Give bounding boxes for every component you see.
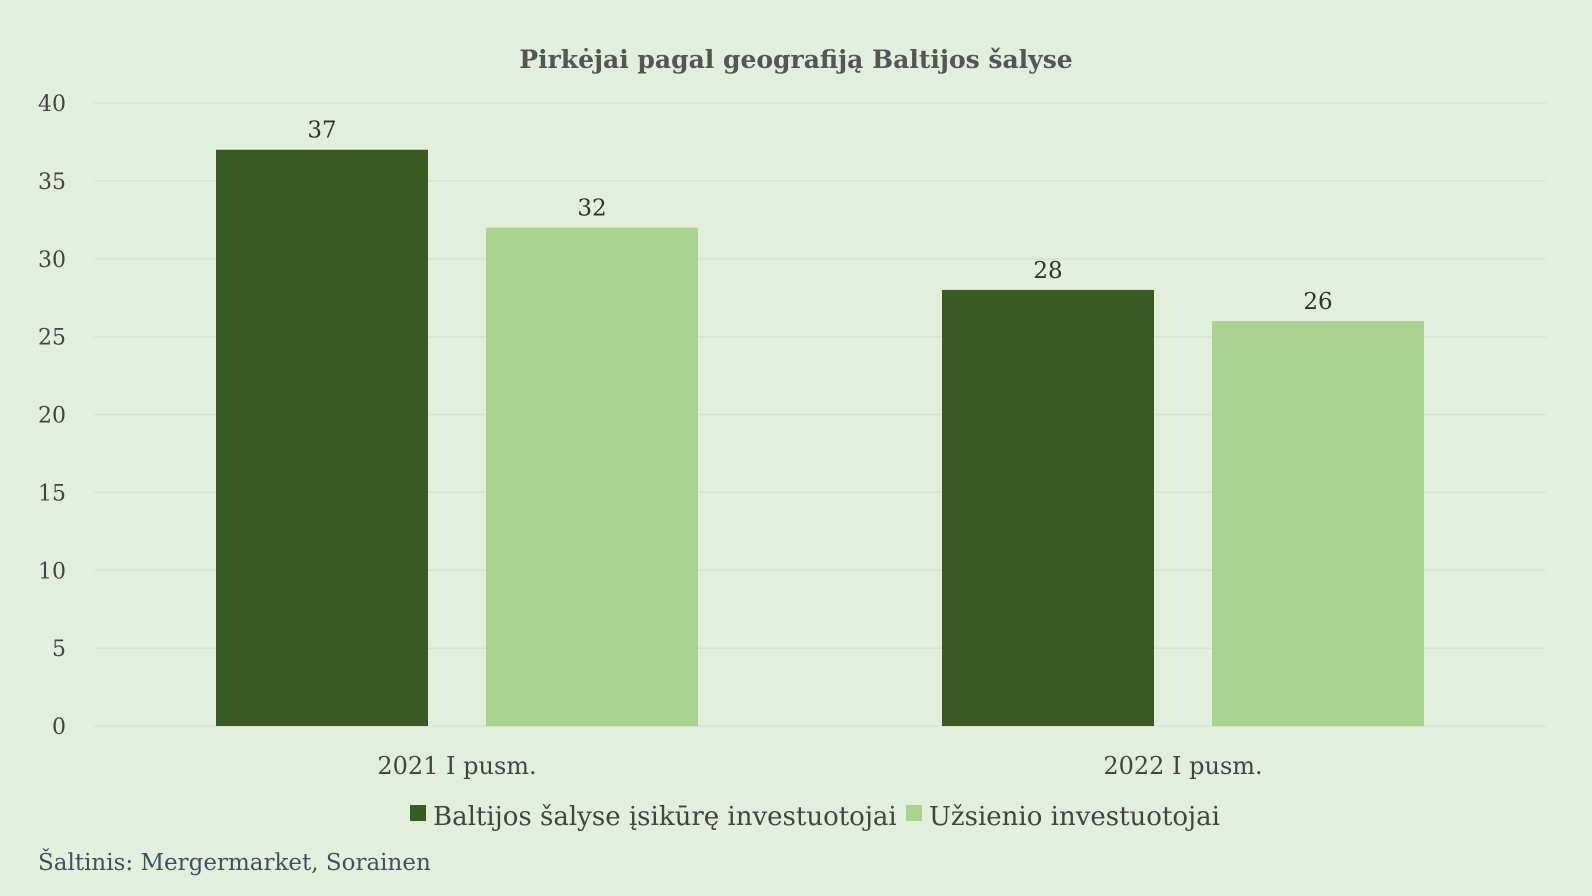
x-tick-label: 2022 I pusm.	[1103, 752, 1262, 780]
y-tick-label: 0	[52, 715, 66, 740]
data-labels: 37 32 28 26	[307, 118, 1332, 315]
y-tick-label: 25	[38, 326, 66, 351]
data-label: 37	[307, 118, 336, 144]
bar-1-2	[942, 289, 1154, 726]
legend-label-2: Užsienio investuotojai	[929, 802, 1220, 832]
x-axis-ticks: 2021 I pusm. 2022 I pusm.	[377, 752, 1262, 780]
y-tick-label: 30	[38, 248, 66, 273]
chart-title: Pirkėjai pagal geografiją Baltijos šalys…	[519, 45, 1072, 74]
y-tick-label: 20	[38, 404, 66, 429]
bar-2-2	[1212, 321, 1424, 726]
legend-swatch-2	[906, 805, 922, 821]
y-tick-label: 40	[38, 92, 66, 117]
legend: Baltijos šalyse įsikūrę investuotojai Užs…	[410, 802, 1220, 832]
y-tick-label: 10	[38, 559, 66, 584]
y-tick-label: 35	[38, 170, 66, 195]
bars	[216, 149, 1424, 727]
source-note: Šaltinis: Mergermarket, Sorainen	[38, 850, 431, 876]
data-label: 28	[1033, 258, 1062, 284]
data-label: 26	[1303, 289, 1332, 315]
y-tick-label: 5	[52, 637, 66, 662]
bar-1-1	[216, 149, 428, 727]
legend-swatch-1	[410, 805, 426, 821]
y-axis-ticks: 0 5 10 15 20 25 30 35 40	[38, 92, 66, 740]
y-tick-label: 15	[38, 481, 66, 506]
data-label: 32	[577, 196, 606, 222]
x-tick-label: 2021 I pusm.	[377, 752, 536, 780]
bar-2-1	[486, 227, 698, 726]
legend-label-1: Baltijos šalyse įsikūrę investuotojai	[433, 802, 897, 832]
